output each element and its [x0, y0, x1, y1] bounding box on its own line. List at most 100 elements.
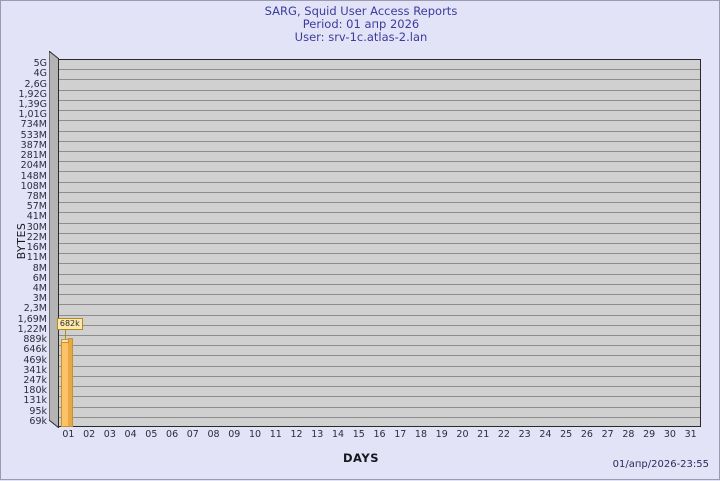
gridline	[59, 90, 700, 91]
gridline	[59, 100, 700, 101]
y-tick-label: 16M	[26, 242, 47, 254]
y-tick-label: 1,01G	[18, 109, 47, 121]
x-tick-label: 07	[186, 429, 199, 440]
x-tick-label: 13	[311, 429, 324, 440]
y-tick-label: 247k	[23, 375, 47, 386]
y-tick-label: 6M	[32, 272, 47, 284]
x-tick-label: 20	[456, 429, 469, 440]
y-tick-label: 4M	[32, 283, 47, 294]
y-tick-label: 69k	[29, 415, 47, 427]
y-tick-label: 148M	[20, 170, 47, 182]
x-tick-label: 04	[124, 429, 137, 440]
chart-title-block: SARG, Squid User Access Reports Period: …	[1, 5, 720, 44]
x-tick-label: 28	[622, 429, 635, 440]
x-tick-label: 10	[249, 429, 262, 440]
gridline	[59, 202, 700, 203]
x-tick-label: 26	[580, 429, 593, 440]
x-tick-label: 17	[394, 429, 407, 440]
x-tick-label: 27	[601, 429, 614, 440]
y-tick-label: 2,3M	[23, 303, 47, 315]
gridline	[59, 294, 700, 295]
gridline	[59, 304, 700, 305]
report-period: Period: 01 апр 2026	[302, 17, 420, 31]
x-axis-title: DAYS	[343, 451, 379, 465]
x-tick-label: 05	[145, 429, 158, 440]
y-tick-label: 889k	[23, 334, 47, 346]
gridline	[59, 223, 700, 224]
gridline	[59, 110, 700, 111]
x-tick-label: 25	[560, 429, 573, 440]
gridline	[59, 355, 700, 356]
x-tick-label: 22	[497, 429, 510, 440]
gridline	[59, 151, 700, 152]
gridline	[59, 131, 700, 132]
x-tick-label: 31	[684, 429, 697, 440]
gridline	[59, 315, 700, 316]
gridline	[59, 161, 700, 162]
y-tick-label: 1,69M	[17, 313, 47, 325]
y-tick-label: 387M	[20, 139, 47, 151]
y-tick-label: 5G	[33, 58, 47, 70]
x-tick-label: 21	[477, 429, 490, 440]
x-tick-label: 06	[166, 429, 179, 440]
y-tick-label: 2,6G	[24, 78, 47, 90]
x-tick-label: 24	[539, 429, 552, 440]
gridline	[59, 396, 700, 397]
x-tick-label: 09	[228, 429, 241, 440]
y-tick-label: 4G	[33, 68, 47, 80]
y-tick-label: 78M	[26, 191, 47, 202]
y-tick-label: 1,22M	[17, 323, 47, 335]
x-tick-label: 16	[373, 429, 386, 440]
gridline	[59, 386, 700, 387]
gridline	[59, 284, 700, 285]
y-tick-label: 30M	[26, 221, 47, 233]
plot-left-wall	[49, 51, 59, 428]
y-tick-label: 131k	[23, 395, 47, 407]
y-axis-tick-labels: 5G 4G 2,6G 1,92G 1,39G 1,01G 734M 533M 387M 281M 2…	[1, 59, 47, 427]
x-tick-label: 01	[62, 429, 75, 440]
y-tick-label: 646k	[23, 344, 47, 356]
y-tick-label: 108M	[20, 180, 47, 192]
y-tick-label: 180k	[23, 385, 47, 397]
report-user: User: srv-1c.atlas-2.lan	[294, 30, 428, 44]
y-tick-label: 57M	[26, 201, 47, 213]
x-tick-label: 15	[352, 429, 365, 440]
y-tick-label: 8M	[32, 262, 47, 274]
y-tick-label: 1,39G	[18, 99, 47, 110]
y-tick-label: 341k	[23, 364, 47, 376]
x-tick-label: 23	[518, 429, 531, 440]
y-tick-label: 469k	[23, 354, 47, 366]
y-tick-label: 3M	[32, 293, 47, 305]
x-tick-label: 29	[643, 429, 656, 440]
y-tick-label: 41M	[26, 211, 47, 223]
gridline	[59, 79, 700, 80]
x-tick-label: 08	[207, 429, 220, 440]
generated-timestamp: 01/апр/2026-23:55	[612, 459, 709, 470]
plot-area	[58, 59, 701, 427]
y-tick-label: 11M	[26, 252, 47, 264]
x-axis-tick-labels: 01 02 03 04 05 06 07 08 09 10 11 12 13 14 15 16 17 18 19 20…	[58, 429, 701, 443]
x-tick-label: 14	[331, 429, 345, 440]
page-title: SARG, Squid User Access Reports	[264, 4, 458, 18]
gridline	[59, 325, 700, 326]
gridline	[59, 233, 700, 234]
y-tick-label: 734M	[20, 119, 47, 131]
y-tick-label: 281M	[20, 150, 47, 162]
gridline	[59, 366, 700, 367]
gridline	[59, 263, 700, 264]
y-tick-label: 1,92G	[18, 88, 47, 100]
gridline	[59, 345, 700, 346]
gridline	[59, 243, 700, 244]
x-tick-label: 18	[414, 429, 428, 440]
gridline	[59, 274, 700, 275]
gridline	[59, 171, 700, 172]
x-tick-label: 30	[663, 429, 676, 440]
gridline	[59, 69, 700, 70]
y-tick-label: 533M	[20, 129, 47, 141]
x-tick-label: 02	[83, 429, 96, 440]
gridline	[59, 141, 700, 142]
x-tick-label: 12	[290, 429, 303, 440]
gridline	[59, 120, 700, 121]
gridline	[59, 417, 700, 418]
